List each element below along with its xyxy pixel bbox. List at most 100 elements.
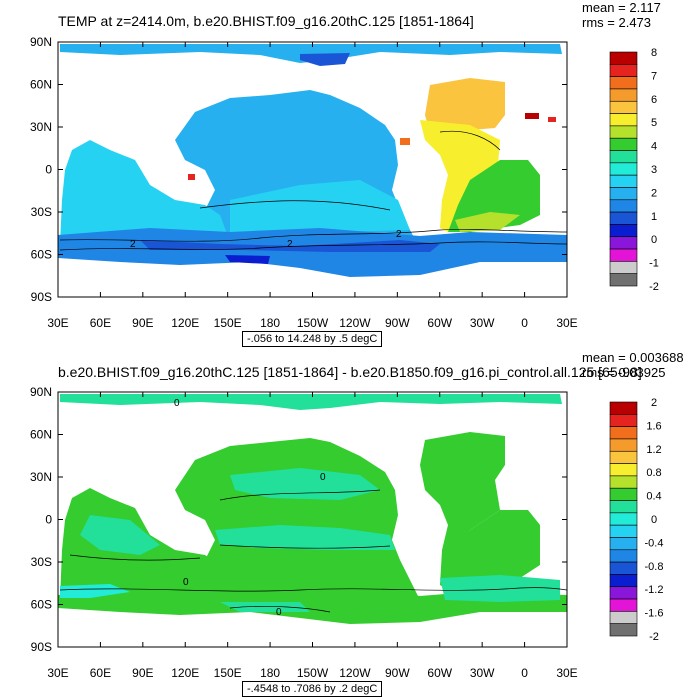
lat-tick-label: 30S <box>31 555 52 569</box>
bottom-contour-line-3 <box>59 587 568 592</box>
bottom-panel-rms: rms = 0.03925 <box>582 365 666 380</box>
colorbar-swatch <box>609 100 638 114</box>
colorbar-label: 0 <box>651 234 657 246</box>
colorbar-swatch <box>609 537 638 551</box>
colorbar-swatch <box>609 475 638 489</box>
lon-tick-label: 30E <box>47 666 68 680</box>
colorbar-swatch <box>609 64 638 77</box>
bottom-contour-label: 0 <box>174 398 180 409</box>
bottom-contour-line-2 <box>219 489 381 501</box>
lat-tick-label: 60N <box>30 428 52 442</box>
top-panel-stats: mean = 2.117 rms = 2.473 <box>582 0 661 30</box>
colorbar-swatch <box>609 236 638 250</box>
top-south-indian-band <box>230 180 410 235</box>
top-colorbar: 8 7 6 5 4 3 2 1 0 -1 -2 <box>609 47 659 293</box>
lon-tick-label: 30E <box>556 666 577 680</box>
lon-tick-label: 60E <box>90 316 111 330</box>
colorbar-label: 6 <box>651 94 657 106</box>
colorbar-swatch <box>609 401 638 415</box>
lon-tick-label: 150W <box>297 316 329 330</box>
colorbar-label: 0.4 <box>646 491 661 503</box>
top-panel: TEMP at z=2414.0m, b.e20.BHIST.f09_g16.2… <box>30 0 661 347</box>
colorbar-swatch <box>609 598 638 612</box>
colorbar-label: 8 <box>651 47 657 59</box>
top-med-sea <box>525 113 539 119</box>
lat-tick-label: 30S <box>31 205 52 219</box>
bottom-contour-label: 0 <box>320 472 326 483</box>
colorbar-label: 1.2 <box>646 444 661 456</box>
lon-tick-label: 60W <box>427 316 452 330</box>
lat-tick-label: 90S <box>31 640 52 654</box>
top-atlantic <box>420 120 500 232</box>
bottom-southern-cool <box>60 584 130 598</box>
top-southern-ocean <box>58 228 567 277</box>
bottom-range-label: -.4548 to .7086 by .2 degC <box>242 681 383 697</box>
top-red-sea <box>188 174 195 180</box>
top-map: 2 2 2 90N 60N 30N 0 30S 60S 90S 30E 60E 90E 120E 1… <box>30 35 659 330</box>
colorbar-swatch <box>609 51 638 65</box>
colorbar-label: -1.2 <box>645 584 664 596</box>
bottom-arctic-ocean <box>60 394 562 410</box>
colorbar-label: -1 <box>649 258 659 270</box>
lon-tick-label: 120W <box>339 666 371 680</box>
colorbar-label: -1.6 <box>645 608 664 620</box>
bottom-contour-line-4 <box>219 544 391 549</box>
lon-tick-label: 0 <box>521 666 528 680</box>
bottom-map: 0 0 0 0 90N 60N 30N 0 30S 60S 90S 30E 60E 90E 120… <box>30 385 664 680</box>
bottom-contour-line-5 <box>229 606 331 613</box>
bottom-contour-line <box>69 554 201 561</box>
colorbar-swatch <box>609 273 638 287</box>
colorbar-swatch <box>609 487 638 501</box>
colorbar-label: 4 <box>651 141 657 153</box>
bottom-ross-cool <box>220 602 310 612</box>
colorbar-swatch <box>609 88 638 102</box>
lon-tick-label: 30W <box>470 316 495 330</box>
lon-tick-label: 90E <box>132 316 153 330</box>
colorbar-label: -2 <box>649 631 659 643</box>
top-south-atlantic <box>448 160 540 232</box>
top-contour-line <box>59 229 568 242</box>
colorbar-swatch <box>609 261 638 274</box>
top-contour-label: 2 <box>287 239 293 250</box>
colorbar-swatch <box>609 174 638 188</box>
lon-tick-label: 60E <box>90 666 111 680</box>
lon-tick-label: 120E <box>171 316 199 330</box>
lon-tick-label: 60W <box>427 666 452 680</box>
bottom-panel: b.e20.BHIST.f09_g16.20thC.125 [1851-1864… <box>0 350 700 700</box>
colorbar-label: 2 <box>651 397 657 409</box>
colorbar-label: 0.8 <box>646 467 661 479</box>
bottom-lat-ticks: 90N 60N 30N 0 30S 60S 90S <box>30 385 567 654</box>
colorbar-label: 1.6 <box>646 420 661 432</box>
colorbar-swatch <box>609 574 638 588</box>
top-arctic-ocean <box>60 44 562 63</box>
lon-tick-label: 90W <box>385 316 410 330</box>
colorbar-swatch <box>609 224 638 238</box>
bottom-colorbar: 2 1.6 1.2 0.8 0.4 0 -0.4 -0.8 -1.2 -1.6 -2 <box>609 397 664 643</box>
lat-tick-label: 60S <box>31 598 52 612</box>
bottom-atlantic <box>420 432 505 590</box>
colorbar-swatch <box>609 623 638 637</box>
lat-tick-label: 0 <box>45 163 52 177</box>
top-med-sea-2 <box>548 117 556 122</box>
lon-tick-label: 30E <box>556 316 577 330</box>
colorbar-swatch <box>609 426 638 440</box>
top-contour-line-3 <box>199 200 391 211</box>
bottom-lon-ticks: 30E 60E 90E 120E 150E 180 150W 120W 90W 60W 30W 0 30… <box>47 392 578 680</box>
colorbar-swatch <box>609 611 638 624</box>
colorbar-swatch <box>609 450 638 464</box>
bottom-panel-stats: mean = 0.003688 rms = 0.03925 <box>582 350 684 380</box>
colorbar-swatch <box>609 248 638 262</box>
lat-tick-label: 0 <box>45 513 52 527</box>
lon-tick-label: 150E <box>214 666 242 680</box>
lon-tick-label: 90E <box>132 666 153 680</box>
bottom-contour-label: 0 <box>276 607 282 618</box>
lon-tick-label: 150W <box>297 666 329 680</box>
lat-tick-label: 60N <box>30 78 52 92</box>
colorbar-swatch <box>609 500 638 514</box>
top-panel-mean: mean = 2.117 <box>582 0 661 15</box>
lon-tick-label: 30W <box>470 666 495 680</box>
lat-tick-label: 90N <box>30 385 52 399</box>
lat-tick-label: 30N <box>30 470 52 484</box>
top-panel-rms: rms = 2.473 <box>582 15 652 30</box>
lon-tick-label: 180 <box>260 666 280 680</box>
